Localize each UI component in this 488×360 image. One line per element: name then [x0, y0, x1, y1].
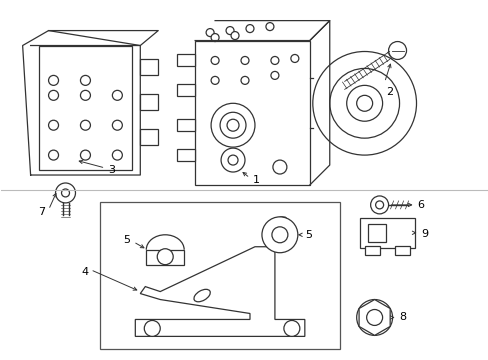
- Circle shape: [112, 90, 122, 100]
- Bar: [177, 84, 195, 96]
- Text: 5: 5: [123, 235, 130, 245]
- Circle shape: [312, 51, 416, 155]
- Text: 1: 1: [252, 175, 260, 185]
- Circle shape: [370, 196, 388, 214]
- Bar: [140, 129, 158, 145]
- Circle shape: [272, 160, 286, 174]
- Text: 4: 4: [81, 267, 88, 276]
- Circle shape: [356, 300, 392, 336]
- Circle shape: [144, 320, 160, 336]
- Circle shape: [211, 33, 219, 41]
- Text: 9: 9: [421, 229, 428, 239]
- Circle shape: [48, 75, 59, 85]
- Circle shape: [112, 120, 122, 130]
- Bar: [177, 119, 195, 131]
- Circle shape: [56, 183, 75, 203]
- Polygon shape: [358, 300, 389, 336]
- Text: 2: 2: [386, 87, 393, 97]
- Bar: [394, 246, 408, 255]
- Bar: [140, 94, 158, 110]
- Circle shape: [61, 189, 69, 197]
- Circle shape: [388, 41, 406, 59]
- Circle shape: [375, 201, 383, 209]
- Circle shape: [366, 310, 382, 325]
- Bar: [195, 41, 309, 185]
- Circle shape: [48, 120, 59, 130]
- Text: 3: 3: [108, 165, 115, 175]
- Circle shape: [157, 249, 173, 265]
- Circle shape: [211, 57, 219, 64]
- Text: 7: 7: [39, 207, 45, 217]
- Circle shape: [81, 75, 90, 85]
- Circle shape: [226, 119, 239, 131]
- Circle shape: [241, 57, 248, 64]
- Circle shape: [81, 120, 90, 130]
- Bar: [140, 59, 158, 75]
- Polygon shape: [135, 217, 304, 336]
- Bar: [364, 246, 379, 255]
- Circle shape: [274, 217, 288, 231]
- Bar: [177, 54, 195, 67]
- Circle shape: [81, 90, 90, 100]
- Ellipse shape: [194, 289, 210, 302]
- Circle shape: [364, 307, 384, 328]
- Circle shape: [270, 71, 278, 80]
- Circle shape: [48, 150, 59, 160]
- Circle shape: [290, 54, 298, 62]
- Circle shape: [48, 90, 59, 100]
- Circle shape: [221, 148, 244, 172]
- Circle shape: [81, 150, 90, 160]
- Circle shape: [211, 76, 219, 84]
- Circle shape: [227, 155, 238, 165]
- Bar: [177, 149, 195, 161]
- Bar: [39, 45, 132, 170]
- Circle shape: [211, 103, 254, 147]
- Bar: [359, 218, 414, 248]
- Circle shape: [265, 23, 273, 31]
- Circle shape: [329, 68, 399, 138]
- Circle shape: [262, 217, 297, 253]
- Circle shape: [271, 227, 287, 243]
- Bar: [146, 250, 184, 265]
- Circle shape: [220, 112, 245, 138]
- Circle shape: [346, 85, 382, 121]
- Circle shape: [225, 27, 234, 35]
- Circle shape: [284, 320, 299, 336]
- Text: 6: 6: [417, 200, 424, 210]
- Text: 5: 5: [304, 230, 311, 240]
- Circle shape: [241, 76, 248, 84]
- Bar: [100, 202, 339, 349]
- Circle shape: [205, 28, 214, 37]
- Text: 8: 8: [399, 312, 406, 323]
- Circle shape: [245, 24, 253, 32]
- Circle shape: [270, 57, 278, 64]
- Circle shape: [112, 150, 122, 160]
- Bar: [367, 224, 385, 242]
- Circle shape: [230, 32, 239, 40]
- Circle shape: [356, 95, 372, 111]
